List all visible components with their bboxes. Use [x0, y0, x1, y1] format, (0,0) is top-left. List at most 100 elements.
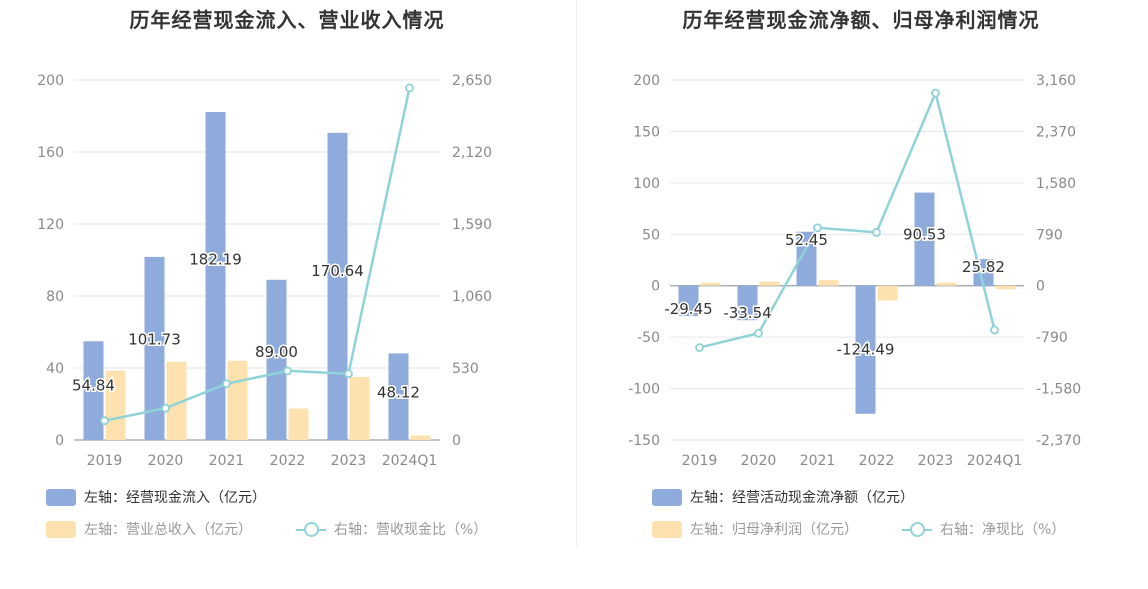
bar-primary — [914, 192, 935, 286]
bar-primary — [855, 285, 876, 414]
y-tick-left: -50 — [637, 330, 660, 346]
legend-swatch-icon — [652, 488, 682, 506]
y-tick-left: 80 — [46, 289, 64, 305]
bar-secondary — [936, 282, 957, 286]
y-tick-left: -150 — [628, 433, 660, 449]
bar-primary — [144, 256, 165, 440]
legend-item-net-profit[interactable]: 左轴：归母净利润（亿元） — [652, 519, 858, 539]
bar-secondary — [700, 282, 721, 286]
y-tick-right: 3,160 — [1036, 73, 1076, 89]
bar-primary — [678, 285, 699, 317]
ratio-point — [283, 366, 292, 376]
y-tick-right: 530 — [452, 361, 479, 377]
data-label: 170.64 — [311, 262, 364, 280]
bar-secondary — [105, 370, 126, 440]
y-tick-right: 2,120 — [452, 145, 492, 161]
bar-secondary — [288, 408, 309, 440]
x-tick-label: 2021 — [209, 453, 245, 469]
y-tick-left: 100 — [633, 176, 660, 192]
bar-primary — [266, 279, 287, 440]
y-tick-right: 0 — [452, 433, 461, 449]
chart-panel-net-cash-flow: 历年经营现金流净额、归母净利润情况 -150 -2,370 -100 -1,580 -5… — [574, 0, 1148, 589]
bar-secondary — [410, 435, 431, 440]
ratio-point — [990, 325, 999, 335]
x-tick-label: 2023 — [918, 453, 954, 469]
legend-label: 左轴：经营活动现金流净额（亿元） — [690, 490, 914, 506]
y-tick-left: 200 — [37, 73, 64, 89]
x-tick-label: 2024Q1 — [382, 453, 438, 469]
y-tick-right: -2,370 — [1036, 433, 1081, 449]
y-tick-right: 0 — [1036, 279, 1045, 295]
y-tick-right: 2,370 — [1036, 124, 1076, 140]
data-label: -29.45 — [664, 300, 712, 318]
bar-secondary — [349, 377, 370, 440]
legend-item-ratio[interactable]: 右轴：营收现金比（%） — [296, 519, 487, 539]
bar-secondary — [818, 280, 839, 286]
bar-primary — [737, 285, 758, 321]
y-tick-left: 160 — [37, 145, 64, 161]
ratio-point — [161, 403, 170, 413]
bar-secondary — [166, 361, 187, 440]
x-tick-label: 2023 — [331, 453, 367, 469]
ratio-point — [344, 369, 353, 379]
ratio-point — [100, 416, 109, 426]
ratio-point — [931, 88, 940, 98]
y-tick-right: -1,580 — [1036, 382, 1081, 398]
bar-secondary — [759, 281, 780, 286]
ratio-point — [405, 83, 414, 93]
ratio-line — [104, 87, 411, 422]
data-label: 101.73 — [128, 330, 181, 348]
chart-title: 历年经营现金流入、营业收入情况 — [129, 8, 445, 32]
x-tick-label: 2022 — [859, 453, 895, 469]
bar-secondary — [877, 285, 898, 301]
bar-primary — [796, 231, 817, 286]
legend-label: 右轴：营收现金比（%） — [334, 522, 488, 538]
bar-primary — [388, 353, 409, 440]
chart-plot: -150 -2,370 -100 -1,580 -50 -790 0 0 50 790 100 1,5… — [628, 73, 1081, 469]
x-tick-label: 2020 — [741, 453, 777, 469]
y-tick-left: 50 — [642, 227, 660, 243]
x-tick-label: 2020 — [148, 453, 184, 469]
ratio-point — [754, 328, 763, 338]
legend-swatch-icon — [46, 520, 76, 538]
panel-divider — [576, 0, 577, 548]
y-tick-right: 1,590 — [452, 217, 492, 233]
chart-panel-cash-inflow: 历年经营现金流入、营业收入情况 0 0 40 530 80 1,060 120 1,590 16… — [37, 8, 492, 539]
legend-swatch-icon — [46, 488, 76, 506]
ratio-line — [699, 89, 996, 349]
x-tick-label: 2022 — [270, 453, 306, 469]
y-tick-right: 1,060 — [452, 289, 492, 305]
data-label: 182.19 — [189, 251, 242, 269]
legend-item-revenue[interactable]: 左轴：营业总收入（亿元） — [46, 519, 252, 539]
legend-item-net-cash-flow[interactable]: 左轴：经营活动现金流净额（亿元） — [652, 487, 914, 507]
legend-label: 左轴：营业总收入（亿元） — [84, 522, 252, 538]
legend-item-cash-inflow[interactable]: 左轴：经营现金流入（亿元） — [46, 487, 266, 507]
data-label: 90.53 — [903, 226, 946, 244]
legend-label: 左轴：归母净利润（亿元） — [690, 522, 858, 538]
data-label: 52.45 — [785, 231, 828, 249]
y-tick-right: 1,580 — [1036, 176, 1076, 192]
ratio-point — [872, 227, 881, 237]
y-tick-left: 150 — [633, 124, 660, 140]
data-label: 54.84 — [72, 377, 115, 395]
bar-secondary — [227, 360, 248, 440]
bar-secondary — [995, 285, 1016, 290]
bar-primary — [327, 132, 348, 440]
y-tick-left: 0 — [651, 279, 660, 295]
x-tick-label: 2019 — [682, 453, 718, 469]
ratio-point — [695, 343, 704, 352]
y-tick-right: 2,650 — [452, 73, 492, 89]
ratio-point — [222, 379, 231, 389]
legend-label: 左轴：经营现金流入（亿元） — [84, 490, 266, 506]
legend-label: 右轴：净现比（%） — [940, 522, 1066, 538]
x-tick-label: 2019 — [87, 453, 123, 469]
y-tick-left: 120 — [37, 217, 64, 233]
y-tick-left: 40 — [46, 361, 64, 377]
y-tick-left: 0 — [55, 433, 64, 449]
x-tick-label: 2021 — [800, 453, 836, 469]
legend-item-cash-ratio[interactable]: 右轴：净现比（%） — [902, 519, 1065, 539]
chart-plot: 0 0 40 530 80 1,060 120 1,590 160 2,120 200 2,650 20… — [37, 73, 492, 469]
data-label: 25.82 — [962, 258, 1005, 276]
chart-title: 历年经营现金流净额、归母净利润情况 — [682, 8, 1040, 32]
bar-primary — [205, 112, 226, 441]
